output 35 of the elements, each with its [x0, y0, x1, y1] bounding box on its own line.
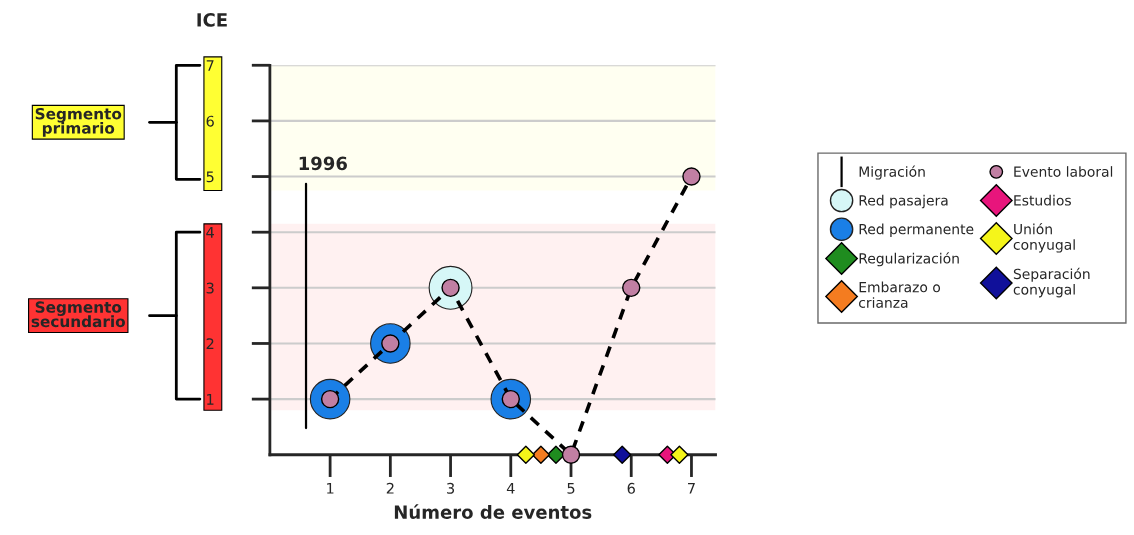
annotation: 1996 [299, 156, 347, 171]
legend-label: Evento laboral [1014, 166, 1113, 177]
y-axis-title: ICE [197, 13, 227, 27]
x-tick-label: 5 [567, 482, 575, 494]
y-tick-label: 5 [206, 171, 214, 183]
legend-label: Estudios [1014, 194, 1071, 206]
y-tick-label: 2 [206, 338, 214, 350]
y-tick-label: 6 [206, 115, 214, 127]
x-tick-label: 6 [627, 482, 635, 494]
point [561, 445, 581, 464]
point [670, 445, 689, 464]
x-tick-label: 1 [327, 482, 334, 494]
text: Segmento secundario [31, 301, 125, 328]
legend-label: Red permanente [859, 223, 974, 238]
x-axis-title: Número de eventos [394, 504, 592, 519]
point [613, 445, 632, 464]
x-tick-label: 3 [447, 482, 455, 494]
x-tick-label: 2 [386, 482, 394, 494]
legend-label: Separación conyugal [1013, 267, 1090, 298]
point [531, 445, 551, 464]
x-tick-label: 7 [688, 482, 695, 494]
y-tick-label: 1 [207, 394, 214, 405]
legend-label: Embarazo o crianza [859, 281, 941, 308]
x-tick-label: 4 [506, 482, 515, 494]
y-tick-label: 3 [206, 282, 214, 294]
y-tick-label: 4 [206, 227, 214, 238]
point [516, 445, 536, 464]
legend-label: Regularización [859, 252, 959, 267]
legend-label: Unión conyugal [1013, 223, 1075, 253]
legend-label: Migración [859, 165, 925, 180]
point [622, 278, 641, 298]
text: Segmento primario [35, 107, 122, 137]
legend-label: Red pasajera [859, 194, 948, 209]
point [682, 167, 701, 186]
y-tick-label: 7 [206, 60, 214, 71]
